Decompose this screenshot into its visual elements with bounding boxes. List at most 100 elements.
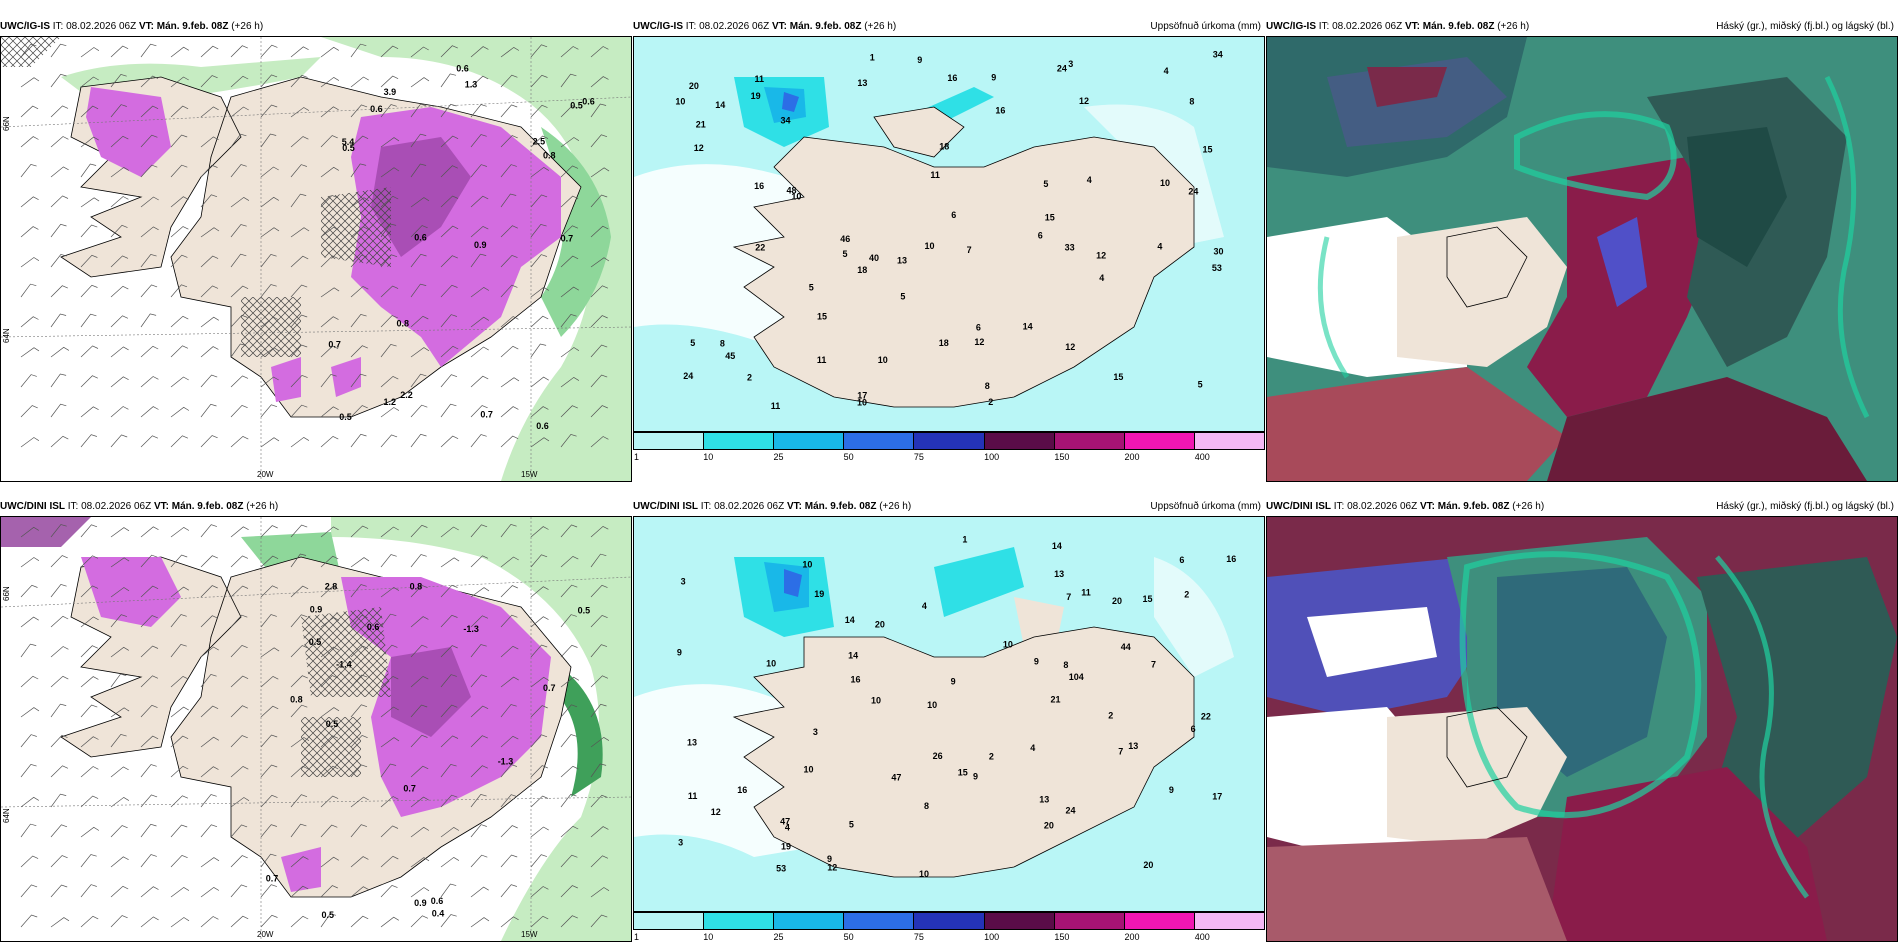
wind-barb [170,226,189,238]
wind-barb [350,163,367,178]
wind-barb [590,584,608,598]
wind-barb [170,254,188,268]
wind-barb [560,524,578,538]
wind-barb [110,104,127,118]
wind-barb [350,584,367,598]
wind-barb [20,105,39,118]
wind-barb [230,253,247,268]
precip-value-label: 10 [925,241,935,251]
precip-value-label: 14 [845,615,855,625]
wind-barb [260,376,279,388]
wind-barb [470,253,487,268]
wind-barb [440,557,460,568]
wind-barb [290,255,309,268]
precip-value-label: 5 [1043,179,1048,189]
wind-barb [20,557,40,568]
wind-barb [350,674,368,688]
wind-barb [80,224,98,238]
wind-barb [500,345,519,358]
wind-barb [410,433,427,448]
wind-barb [350,345,368,358]
colorbar-cell [774,913,845,929]
wind-barb [170,643,187,658]
wind-barb [20,136,39,148]
wind-barb [170,345,189,358]
wind-value-label: 0.4 [432,908,445,918]
wind-barb [500,193,517,208]
wind-barb [260,347,280,358]
colorbar-cell [914,913,985,929]
wind-barb [230,675,249,688]
wind-value-label: 0.6 [414,233,427,243]
wind-barb [200,705,219,718]
wind-barb [170,735,189,748]
wind-barb [290,885,309,898]
precip-value-label: 5 [690,338,695,348]
colorbar-tick-label: 50 [843,452,854,462]
precip-value-label: 1 [962,535,967,545]
wind-barb [170,284,188,298]
colorbar-cell [1124,433,1195,449]
model-name: UWC/DINI ISL [633,501,698,512]
wind-barb [500,523,517,538]
valid-time: VT: Mán. 9.feb. 08Z [153,501,244,512]
wind-barb [230,765,249,778]
panel-header: UWC/DINI ISL IT: 08.02.2026 06Z VT: Mán.… [1266,498,1898,516]
wind-barb [110,166,130,178]
wind-barb [260,525,278,538]
wind-barb [410,887,430,898]
wind-barb [560,915,578,928]
precip-value-label: 12 [1065,342,1075,352]
wind-barb [350,734,368,748]
precip-value-label: 16 [995,105,1005,115]
wind-barb [170,675,189,688]
wind-barb [410,616,429,628]
precip-value-label: 16 [737,785,747,795]
wind-barb [110,856,129,868]
wind-barb [50,765,69,778]
wind-barb [410,826,430,838]
wind-barb [320,435,339,448]
wind-barb [200,316,219,328]
wind-barb [500,735,519,748]
colorbar-tick-label: 75 [913,452,924,462]
precip-value-label: 4 [922,601,927,611]
init-time: IT: 08.02.2026 06Z [67,501,152,512]
precip-value-label: 24 [1066,806,1076,816]
wind-barb [170,134,188,148]
wind-barb [230,164,247,178]
wind-barb [320,526,339,538]
lat-label-66n: 66N [2,116,11,131]
wind-barb [110,557,130,568]
wind-barb [410,225,428,238]
wind-barb [380,223,397,238]
wind-barb [470,46,489,58]
precip-value-label: 12 [827,863,837,873]
wind-barb [320,856,339,868]
wind-barb [20,526,39,538]
wind-barb [470,735,488,748]
wind-barb [110,707,130,718]
wind-barb [20,374,37,388]
wind-barb [530,854,548,868]
wind-barb [20,226,39,238]
wind-barb [590,167,610,178]
wind-barb [470,75,489,88]
wind-barb [110,733,127,748]
valid-time: VT: Mán. 9.feb. 08Z [771,21,862,32]
wind-barb [290,645,308,658]
wind-barb [50,346,70,358]
wind-barb [590,703,607,718]
model-name: UWC/DINI ISL [1266,501,1331,512]
wind-barb [560,734,577,748]
wind-barb [260,227,280,238]
wind-barb [50,675,69,688]
wind-barb [20,43,37,58]
wind-barb [110,915,128,928]
wind-barb [440,674,457,688]
wind-barb [500,225,518,238]
lead-time: (+26 h) [1497,21,1530,32]
wind-barb [170,435,189,448]
wind-barb [140,75,159,88]
wind-barb [140,43,157,58]
